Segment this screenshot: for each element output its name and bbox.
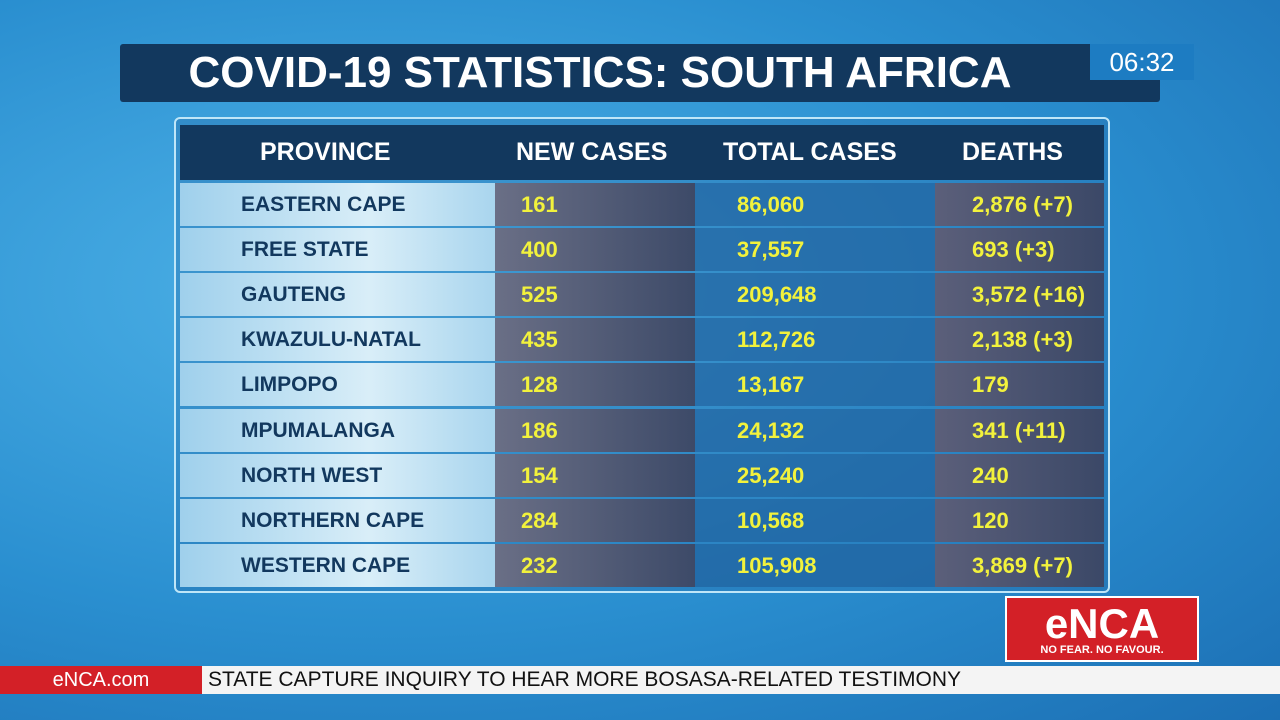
column-header: NEW CASES xyxy=(516,138,668,166)
deaths-cell: 341 (+11) xyxy=(935,408,1104,452)
deaths-cell: 3,869 (+7) xyxy=(935,543,1104,587)
province-cell: NORTHERN CAPE xyxy=(180,498,495,542)
table-row: MPUMALANGA 186 24,132 341 (+11) xyxy=(180,408,1104,452)
province-cell: EASTERN CAPE xyxy=(180,183,495,226)
province-cell: LIMPOPO xyxy=(180,363,495,407)
new-cases-cell: 232 xyxy=(495,543,695,587)
total-cases-cell: 24,132 xyxy=(695,408,935,452)
province-cell: KWAZULU-NATAL xyxy=(180,318,495,362)
new-cases-cell: 186 xyxy=(495,408,695,452)
total-cases-cell: 10,568 xyxy=(695,498,935,542)
new-cases-cell: 435 xyxy=(495,318,695,362)
column-header: TOTAL CASES xyxy=(723,138,897,166)
total-cases-cell: 13,167 xyxy=(695,363,935,407)
new-cases-cell: 154 xyxy=(495,453,695,497)
logo-name: eNCA xyxy=(1044,600,1160,647)
column-header: DEATHS xyxy=(962,138,1063,166)
table-row: KWAZULU-NATAL 435 112,726 2,138 (+3) xyxy=(180,318,1104,362)
new-cases-cell: 161 xyxy=(495,183,695,226)
table-header: PROVINCE NEW CASES TOTAL CASES DEATHS xyxy=(180,125,1104,180)
table-row: FREE STATE 400 37,557 693 (+3) xyxy=(180,228,1104,272)
table-row: LIMPOPO 128 13,167 179 xyxy=(180,363,1104,407)
new-cases-cell: 128 xyxy=(495,363,695,407)
deaths-cell: 240 xyxy=(935,453,1104,497)
deaths-cell: 179 xyxy=(935,363,1104,407)
ticker-headline: STATE CAPTURE INQUIRY TO HEAR MORE BOSAS… xyxy=(202,666,1280,694)
deaths-cell: 2,138 (+3) xyxy=(935,318,1104,362)
deaths-cell: 693 (+3) xyxy=(935,228,1104,272)
deaths-cell: 120 xyxy=(935,498,1104,542)
logo: eNCA NO FEAR. NO FAVOUR. xyxy=(1005,596,1199,662)
new-cases-cell: 525 xyxy=(495,273,695,317)
column-header: PROVINCE xyxy=(260,138,391,166)
total-cases-cell: 86,060 xyxy=(695,183,935,226)
table-row: WESTERN CAPE 232 105,908 3,869 (+7) xyxy=(180,543,1104,587)
deaths-cell: 3,572 (+16) xyxy=(935,273,1104,317)
province-cell: MPUMALANGA xyxy=(180,408,495,452)
province-cell: NORTH WEST xyxy=(180,453,495,497)
table-row: EASTERN CAPE 161 86,060 2,876 (+7) xyxy=(180,183,1104,226)
new-cases-cell: 400 xyxy=(495,228,695,272)
table-row: NORTHERN CAPE 284 10,568 120 xyxy=(180,498,1104,542)
table-row: GAUTENG 525 209,648 3,572 (+16) xyxy=(180,273,1104,317)
title: COVID-19 STATISTICS: SOUTH AFRICA xyxy=(120,44,1160,102)
new-cases-cell: 284 xyxy=(495,498,695,542)
ticker-source: eNCA.com xyxy=(0,666,202,694)
total-cases-cell: 37,557 xyxy=(695,228,935,272)
province-cell: FREE STATE xyxy=(180,228,495,272)
clock: 06:32 xyxy=(1090,44,1194,80)
deaths-cell: 2,876 (+7) xyxy=(935,183,1104,226)
logo-slogan: NO FEAR. NO FAVOUR. xyxy=(1040,644,1164,656)
total-cases-cell: 209,648 xyxy=(695,273,935,317)
total-cases-cell: 25,240 xyxy=(695,453,935,497)
province-cell: GAUTENG xyxy=(180,273,495,317)
total-cases-cell: 105,908 xyxy=(695,543,935,587)
table-row: NORTH WEST 154 25,240 240 xyxy=(180,453,1104,497)
total-cases-cell: 112,726 xyxy=(695,318,935,362)
province-cell: WESTERN CAPE xyxy=(180,543,495,587)
